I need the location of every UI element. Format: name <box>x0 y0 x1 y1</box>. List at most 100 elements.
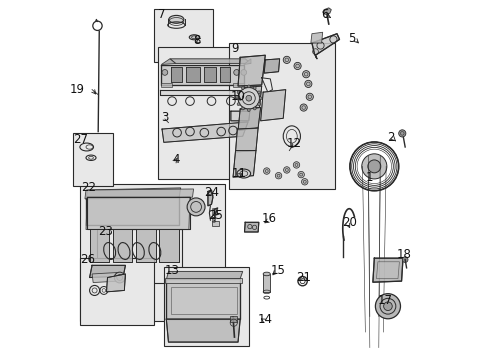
Text: 25: 25 <box>207 209 223 222</box>
Text: 17: 17 <box>377 294 392 307</box>
Text: 26: 26 <box>80 253 95 266</box>
Circle shape <box>241 107 244 110</box>
Ellipse shape <box>263 272 270 276</box>
Text: 15: 15 <box>270 264 285 277</box>
Circle shape <box>235 97 238 100</box>
Polygon shape <box>85 189 193 199</box>
Polygon shape <box>310 32 322 43</box>
Polygon shape <box>235 128 258 152</box>
Polygon shape <box>89 265 125 278</box>
Polygon shape <box>244 222 258 232</box>
Circle shape <box>367 160 380 173</box>
Polygon shape <box>162 122 247 142</box>
Circle shape <box>398 130 405 137</box>
Circle shape <box>259 97 262 100</box>
Text: 10: 10 <box>230 90 245 103</box>
Circle shape <box>238 87 259 109</box>
Polygon shape <box>86 197 190 229</box>
Polygon shape <box>263 274 270 292</box>
Text: 19: 19 <box>70 83 85 96</box>
Polygon shape <box>233 83 244 87</box>
Bar <box>229 43 334 189</box>
Text: 22: 22 <box>81 181 96 194</box>
Text: 27: 27 <box>73 133 88 146</box>
Circle shape <box>263 168 269 174</box>
Bar <box>80 184 225 320</box>
Text: 11: 11 <box>231 167 246 180</box>
Polygon shape <box>311 34 339 59</box>
Polygon shape <box>92 273 118 283</box>
Circle shape <box>245 95 251 101</box>
Circle shape <box>283 56 290 63</box>
Polygon shape <box>238 108 260 131</box>
Bar <box>163 267 249 346</box>
Polygon shape <box>161 83 172 87</box>
Circle shape <box>247 85 250 88</box>
Circle shape <box>257 91 260 94</box>
Polygon shape <box>161 59 175 64</box>
Circle shape <box>253 107 256 110</box>
Polygon shape <box>376 262 399 279</box>
Polygon shape <box>230 316 237 321</box>
Polygon shape <box>86 197 179 225</box>
Polygon shape <box>89 229 109 262</box>
Polygon shape <box>136 229 156 262</box>
Circle shape <box>162 69 167 75</box>
Circle shape <box>383 302 391 311</box>
Polygon shape <box>164 278 241 283</box>
Ellipse shape <box>237 169 250 178</box>
Circle shape <box>297 171 304 178</box>
Polygon shape <box>204 67 215 82</box>
Polygon shape <box>242 86 261 109</box>
Polygon shape <box>161 64 244 85</box>
Bar <box>80 258 153 324</box>
Text: 23: 23 <box>98 225 113 238</box>
Circle shape <box>233 69 239 75</box>
Polygon shape <box>171 67 182 82</box>
Circle shape <box>361 154 386 179</box>
Bar <box>97 229 182 283</box>
Circle shape <box>293 162 299 168</box>
Polygon shape <box>230 111 249 121</box>
Circle shape <box>237 103 240 105</box>
Circle shape <box>247 109 250 112</box>
Text: 20: 20 <box>341 216 356 229</box>
Bar <box>153 9 212 62</box>
Polygon shape <box>186 67 200 82</box>
Circle shape <box>293 62 301 69</box>
Circle shape <box>241 86 244 89</box>
Circle shape <box>301 179 307 185</box>
Polygon shape <box>86 188 180 200</box>
Bar <box>73 133 113 186</box>
Polygon shape <box>112 229 132 262</box>
Text: 1: 1 <box>365 171 372 184</box>
Circle shape <box>275 172 281 179</box>
Text: 12: 12 <box>286 137 301 150</box>
Circle shape <box>300 104 306 111</box>
Polygon shape <box>264 59 279 73</box>
Text: 14: 14 <box>258 312 273 326</box>
Polygon shape <box>233 150 255 177</box>
Circle shape <box>253 86 256 89</box>
Polygon shape <box>220 67 230 82</box>
Text: 7: 7 <box>158 8 165 21</box>
Circle shape <box>402 257 407 262</box>
Text: 18: 18 <box>396 248 411 261</box>
Circle shape <box>305 93 313 100</box>
Text: 9: 9 <box>230 41 238 54</box>
Polygon shape <box>171 287 236 315</box>
Polygon shape <box>106 274 125 292</box>
Bar <box>158 46 252 179</box>
Polygon shape <box>207 190 212 206</box>
Circle shape <box>241 69 246 75</box>
Text: 24: 24 <box>204 186 219 199</box>
Polygon shape <box>260 90 285 121</box>
Text: 6: 6 <box>321 8 328 21</box>
Text: 5: 5 <box>347 32 354 45</box>
Text: 13: 13 <box>164 264 180 277</box>
Polygon shape <box>244 59 250 64</box>
Text: 3: 3 <box>161 111 168 124</box>
Polygon shape <box>372 258 402 282</box>
Circle shape <box>237 91 240 94</box>
Circle shape <box>304 80 311 87</box>
